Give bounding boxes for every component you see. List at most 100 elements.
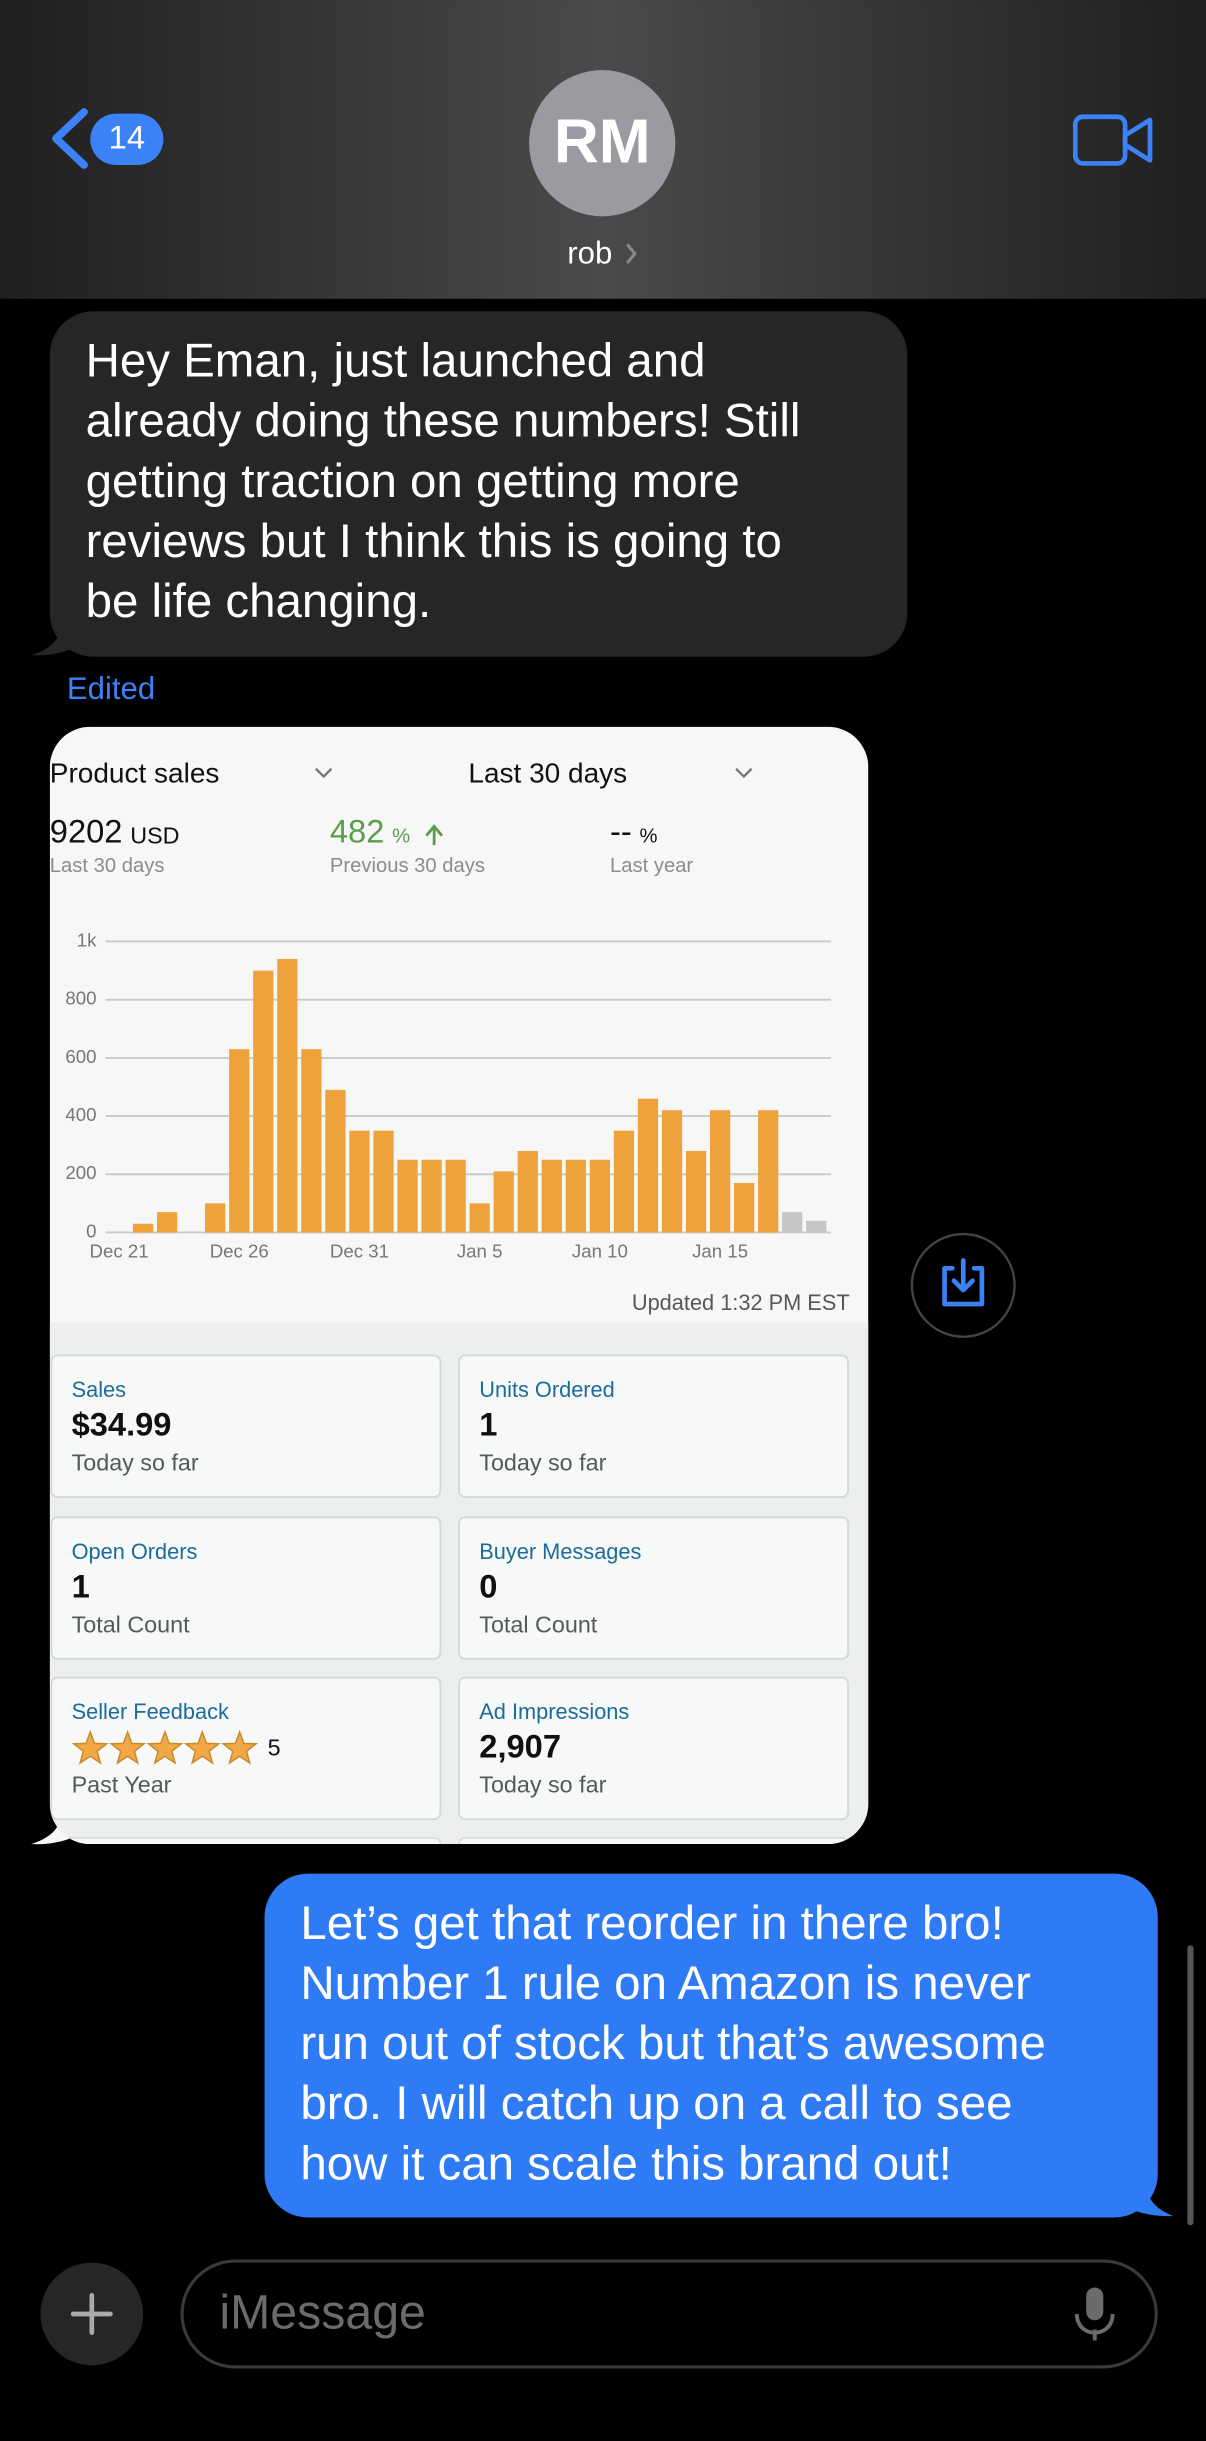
stat-unit: % <box>640 826 658 848</box>
bar <box>157 1212 178 1233</box>
bar <box>517 1151 538 1233</box>
y-tick-label: 0 <box>86 1220 96 1241</box>
avatar[interactable] <box>529 70 676 217</box>
tile <box>458 1837 849 1845</box>
bar <box>661 1110 683 1233</box>
x-tick-label: Jan 10 <box>572 1241 628 1262</box>
bar <box>565 1159 586 1233</box>
tile-value: 1 <box>72 1567 90 1604</box>
message-line: bro. I will catch up on a call to see <box>300 2077 1012 2130</box>
tile <box>458 1354 850 1498</box>
tile-note: Today so far <box>479 1772 606 1798</box>
y-tick-label: 1k <box>77 929 97 950</box>
y-tick-label: 800 <box>65 988 96 1009</box>
save-button[interactable] <box>910 1232 1016 1338</box>
bar <box>132 1223 154 1233</box>
stat-period: Last 30 days <box>50 855 165 877</box>
stat-unit: % <box>392 826 410 848</box>
message-line: how it can scale this brand out! <box>300 2137 952 2190</box>
star-icon <box>71 1729 109 1765</box>
tiles: Sales $34.99 Today so far Units Ordered 1 Tod… <box>50 1354 850 1821</box>
message-line: getting traction on getting more <box>86 455 740 508</box>
dropdown-chevron <box>735 767 753 779</box>
bar <box>541 1159 562 1233</box>
scrollbar <box>1187 1945 1194 2226</box>
bar <box>782 1212 803 1233</box>
tile <box>50 1354 442 1498</box>
stat-value: 482 <box>330 813 385 850</box>
bar <box>445 1159 466 1233</box>
tile-value: 0 <box>479 1567 497 1604</box>
x-tick-label: Dec 31 <box>330 1241 389 1262</box>
message-line: run out of stock but that’s awesome <box>300 2017 1046 2070</box>
mic-icon <box>1086 2287 1104 2321</box>
edited-label: Edited <box>67 671 155 706</box>
dropdown-chevron <box>315 767 333 779</box>
tile-value: 1 <box>479 1406 497 1443</box>
tile-note: Past Year <box>72 1772 172 1798</box>
bar <box>253 970 274 1233</box>
filter: Last 30 days <box>468 757 627 788</box>
mic-button[interactable] <box>1074 2287 1115 2341</box>
message-line: reviews but I think this is going to <box>86 515 782 568</box>
tile <box>50 1516 442 1660</box>
back-button[interactable] <box>52 108 88 169</box>
bar <box>397 1159 418 1233</box>
bar <box>806 1220 827 1233</box>
tile-label: Open Orders <box>72 1539 198 1564</box>
star-icon <box>146 1729 184 1765</box>
bar <box>758 1110 779 1233</box>
message-line: Let’s get that reorder in there bro! <box>300 1897 1003 1950</box>
attachment[interactable]: Product sales Last 30 days 9202 USD Last 3… <box>49 726 869 1900</box>
stat-unit: USD <box>130 822 179 848</box>
message-line: already doing these numbers! Still <box>86 395 801 448</box>
bar <box>637 1098 659 1233</box>
x-tick-label: Jan 5 <box>457 1241 503 1262</box>
y-tick-label: 400 <box>65 1104 96 1125</box>
bar <box>325 1089 346 1233</box>
tile-value: 5 <box>268 1734 281 1760</box>
chart: 0 200 400 600 800 1k Dec 21 Dec 26 Dec 31 Jan 5 Ja… <box>65 929 831 1262</box>
unread-badge <box>90 113 164 165</box>
x-tick-label: Dec 26 <box>210 1241 269 1262</box>
message-input[interactable] <box>180 2259 1158 2369</box>
contact-name[interactable]: rob <box>567 235 612 270</box>
x-tick-label: Dec 21 <box>89 1241 148 1262</box>
bar <box>734 1183 755 1233</box>
stat-period: Last year <box>610 855 693 877</box>
bar <box>373 1130 394 1233</box>
avatar-initials: RM <box>554 108 651 177</box>
tile-note: Total Count <box>479 1611 598 1637</box>
bar <box>493 1171 514 1233</box>
stats: 9202 USD Last 30 days 482 % Previous 30 days -… <box>50 813 694 877</box>
message-line: Number 1 rule on Amazon is never <box>300 1957 1031 2010</box>
contact-chevron <box>625 243 637 265</box>
tile-value: 2,907 <box>479 1728 561 1765</box>
y-tick-label: 600 <box>65 1046 96 1067</box>
bar <box>613 1130 635 1233</box>
bar <box>277 958 298 1233</box>
tile <box>458 1516 850 1660</box>
bar <box>685 1151 707 1233</box>
video-button[interactable] <box>1072 114 1153 166</box>
bubble-tail <box>31 619 91 656</box>
stat-period: Previous 30 days <box>330 855 485 877</box>
plus-icon <box>70 2292 113 2335</box>
star-icon <box>109 1729 147 1765</box>
tile-label: Buyer Messages <box>479 1539 641 1564</box>
tile-label: Units Ordered <box>479 1377 614 1402</box>
bar <box>229 1049 250 1233</box>
unread-count: 14 <box>109 119 145 156</box>
x-tick-label: Jan 15 <box>692 1241 748 1262</box>
bar <box>469 1203 490 1233</box>
tile-label: Sales <box>72 1377 127 1402</box>
message-bubble <box>49 311 908 657</box>
bar <box>349 1130 370 1233</box>
message-line: be life changing. <box>86 575 432 628</box>
tile-note: Total Count <box>72 1611 191 1637</box>
tile <box>458 1676 850 1821</box>
stat-value: 9202 <box>50 813 123 850</box>
video-icon <box>1122 117 1153 163</box>
